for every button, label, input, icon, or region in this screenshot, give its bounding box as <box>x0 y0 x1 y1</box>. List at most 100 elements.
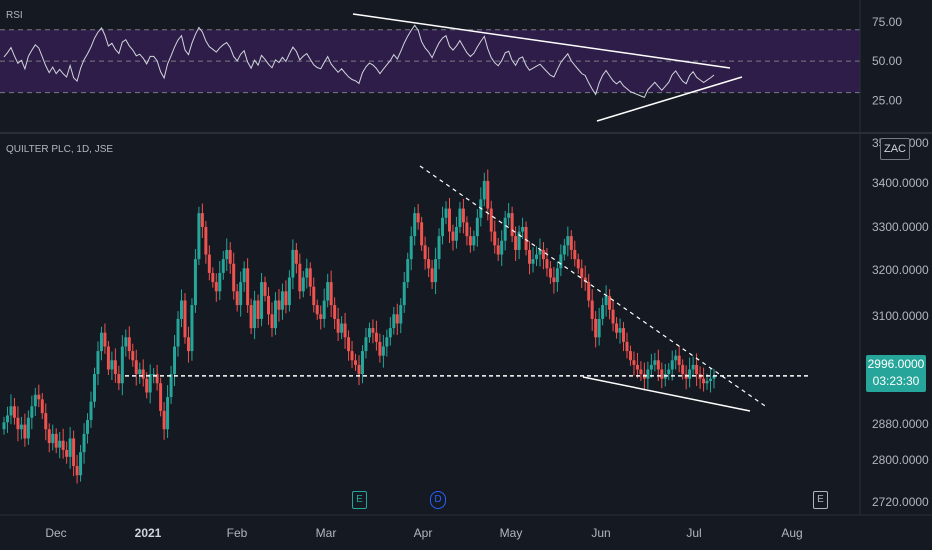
candle-body <box>597 318 601 338</box>
candle-body <box>555 268 559 283</box>
candle-body <box>197 213 201 260</box>
candle-body <box>552 277 556 283</box>
currency-badge[interactable]: ZAC <box>880 138 910 160</box>
candle-body <box>173 346 177 375</box>
candle-body <box>545 259 549 269</box>
candle-body <box>40 399 44 414</box>
candle-body <box>263 282 267 296</box>
candle-body <box>72 438 76 467</box>
candle-body <box>232 263 236 292</box>
price-axis-label: 3100.0000 <box>872 309 929 323</box>
candle-body <box>559 254 563 269</box>
candle-body <box>207 254 211 273</box>
candle-body <box>239 282 243 306</box>
candle-body <box>176 318 180 347</box>
candle-body <box>702 378 706 384</box>
candle-body <box>367 328 371 338</box>
candle-body <box>691 364 695 370</box>
candle-body <box>628 351 632 361</box>
candle-body <box>524 226 528 250</box>
candle-body <box>458 208 462 227</box>
candle-body <box>204 226 208 255</box>
candle-body <box>395 314 399 324</box>
candle-body <box>141 369 145 379</box>
candles <box>2 169 716 484</box>
candle-body <box>319 314 323 319</box>
candle-body <box>709 378 713 381</box>
candle-body <box>131 351 135 361</box>
candle-body <box>113 360 117 375</box>
candle-body <box>399 305 403 324</box>
candle-body <box>604 295 608 306</box>
candle-body <box>65 449 69 457</box>
candle-body <box>68 438 72 457</box>
candle-body <box>152 374 156 376</box>
time-axis-label: May <box>500 526 523 540</box>
candle-body <box>16 417 20 430</box>
candle-body <box>190 305 194 352</box>
time-axis-label: Dec <box>45 526 66 540</box>
candle-body <box>291 249 295 278</box>
candle-body <box>381 346 385 356</box>
candle-body <box>186 337 190 352</box>
candle-body <box>413 213 417 237</box>
candle-body <box>33 394 37 407</box>
candle-body <box>364 337 368 352</box>
candle-body <box>96 351 100 375</box>
earnings-event-marker-1[interactable]: E <box>352 491 367 509</box>
time-axis-label: Jun <box>591 526 610 540</box>
bar-countdown: 03:23:30 <box>872 374 920 388</box>
candle-body <box>378 341 382 356</box>
candle-body <box>566 236 570 246</box>
time-axis-label: Mar <box>316 526 337 540</box>
candle-body <box>326 282 330 301</box>
earnings-event-marker-2[interactable]: E <box>813 491 828 509</box>
candle-body <box>587 282 591 301</box>
candle-body <box>256 300 260 319</box>
last-price-value: 2996.0000 <box>867 357 925 371</box>
candle-body <box>468 236 472 246</box>
candle-body <box>225 249 229 260</box>
candle-body <box>9 406 13 416</box>
candle-body <box>528 249 532 264</box>
symbol-legend[interactable]: QUILTER PLC, 1D, JSE <box>6 144 114 155</box>
candle-body <box>677 355 681 365</box>
candle-body <box>601 305 605 319</box>
candle-body <box>350 351 354 361</box>
candle-body <box>385 337 389 347</box>
candle-body <box>347 337 351 352</box>
candle-body <box>235 291 239 306</box>
candle-body <box>548 268 552 278</box>
candle-body <box>26 417 30 439</box>
candle-body <box>521 226 525 232</box>
candle-body <box>608 295 612 310</box>
candle-body <box>2 422 6 430</box>
candle-body <box>465 222 469 237</box>
candle-body <box>12 406 16 418</box>
candle-body <box>392 314 396 329</box>
candle-body <box>535 254 538 260</box>
candle-body <box>423 245 427 260</box>
candle-body <box>594 318 598 338</box>
candle-body <box>127 337 131 352</box>
candle-body <box>148 374 152 393</box>
price-axis-label: 3300.0000 <box>872 220 929 234</box>
candle-body <box>618 328 622 333</box>
dividend-event-marker[interactable]: D <box>430 491 446 509</box>
candle-body <box>294 249 298 264</box>
candle-body <box>246 268 250 306</box>
candle-body <box>214 282 218 292</box>
candle-body <box>590 300 594 319</box>
price-axis-label: 3400.0000 <box>872 176 929 190</box>
candle-body <box>308 268 312 287</box>
wedge-lower-trendline <box>582 376 751 412</box>
rsi-indicator-label[interactable]: RSI <box>6 10 23 21</box>
candle-body <box>145 378 149 393</box>
candle-body <box>472 236 476 246</box>
rsi-lower-trendline <box>596 76 743 122</box>
rsi-line <box>3 24 715 99</box>
candle-body <box>649 364 653 370</box>
candle-body <box>430 268 434 283</box>
candle-body <box>169 374 173 398</box>
